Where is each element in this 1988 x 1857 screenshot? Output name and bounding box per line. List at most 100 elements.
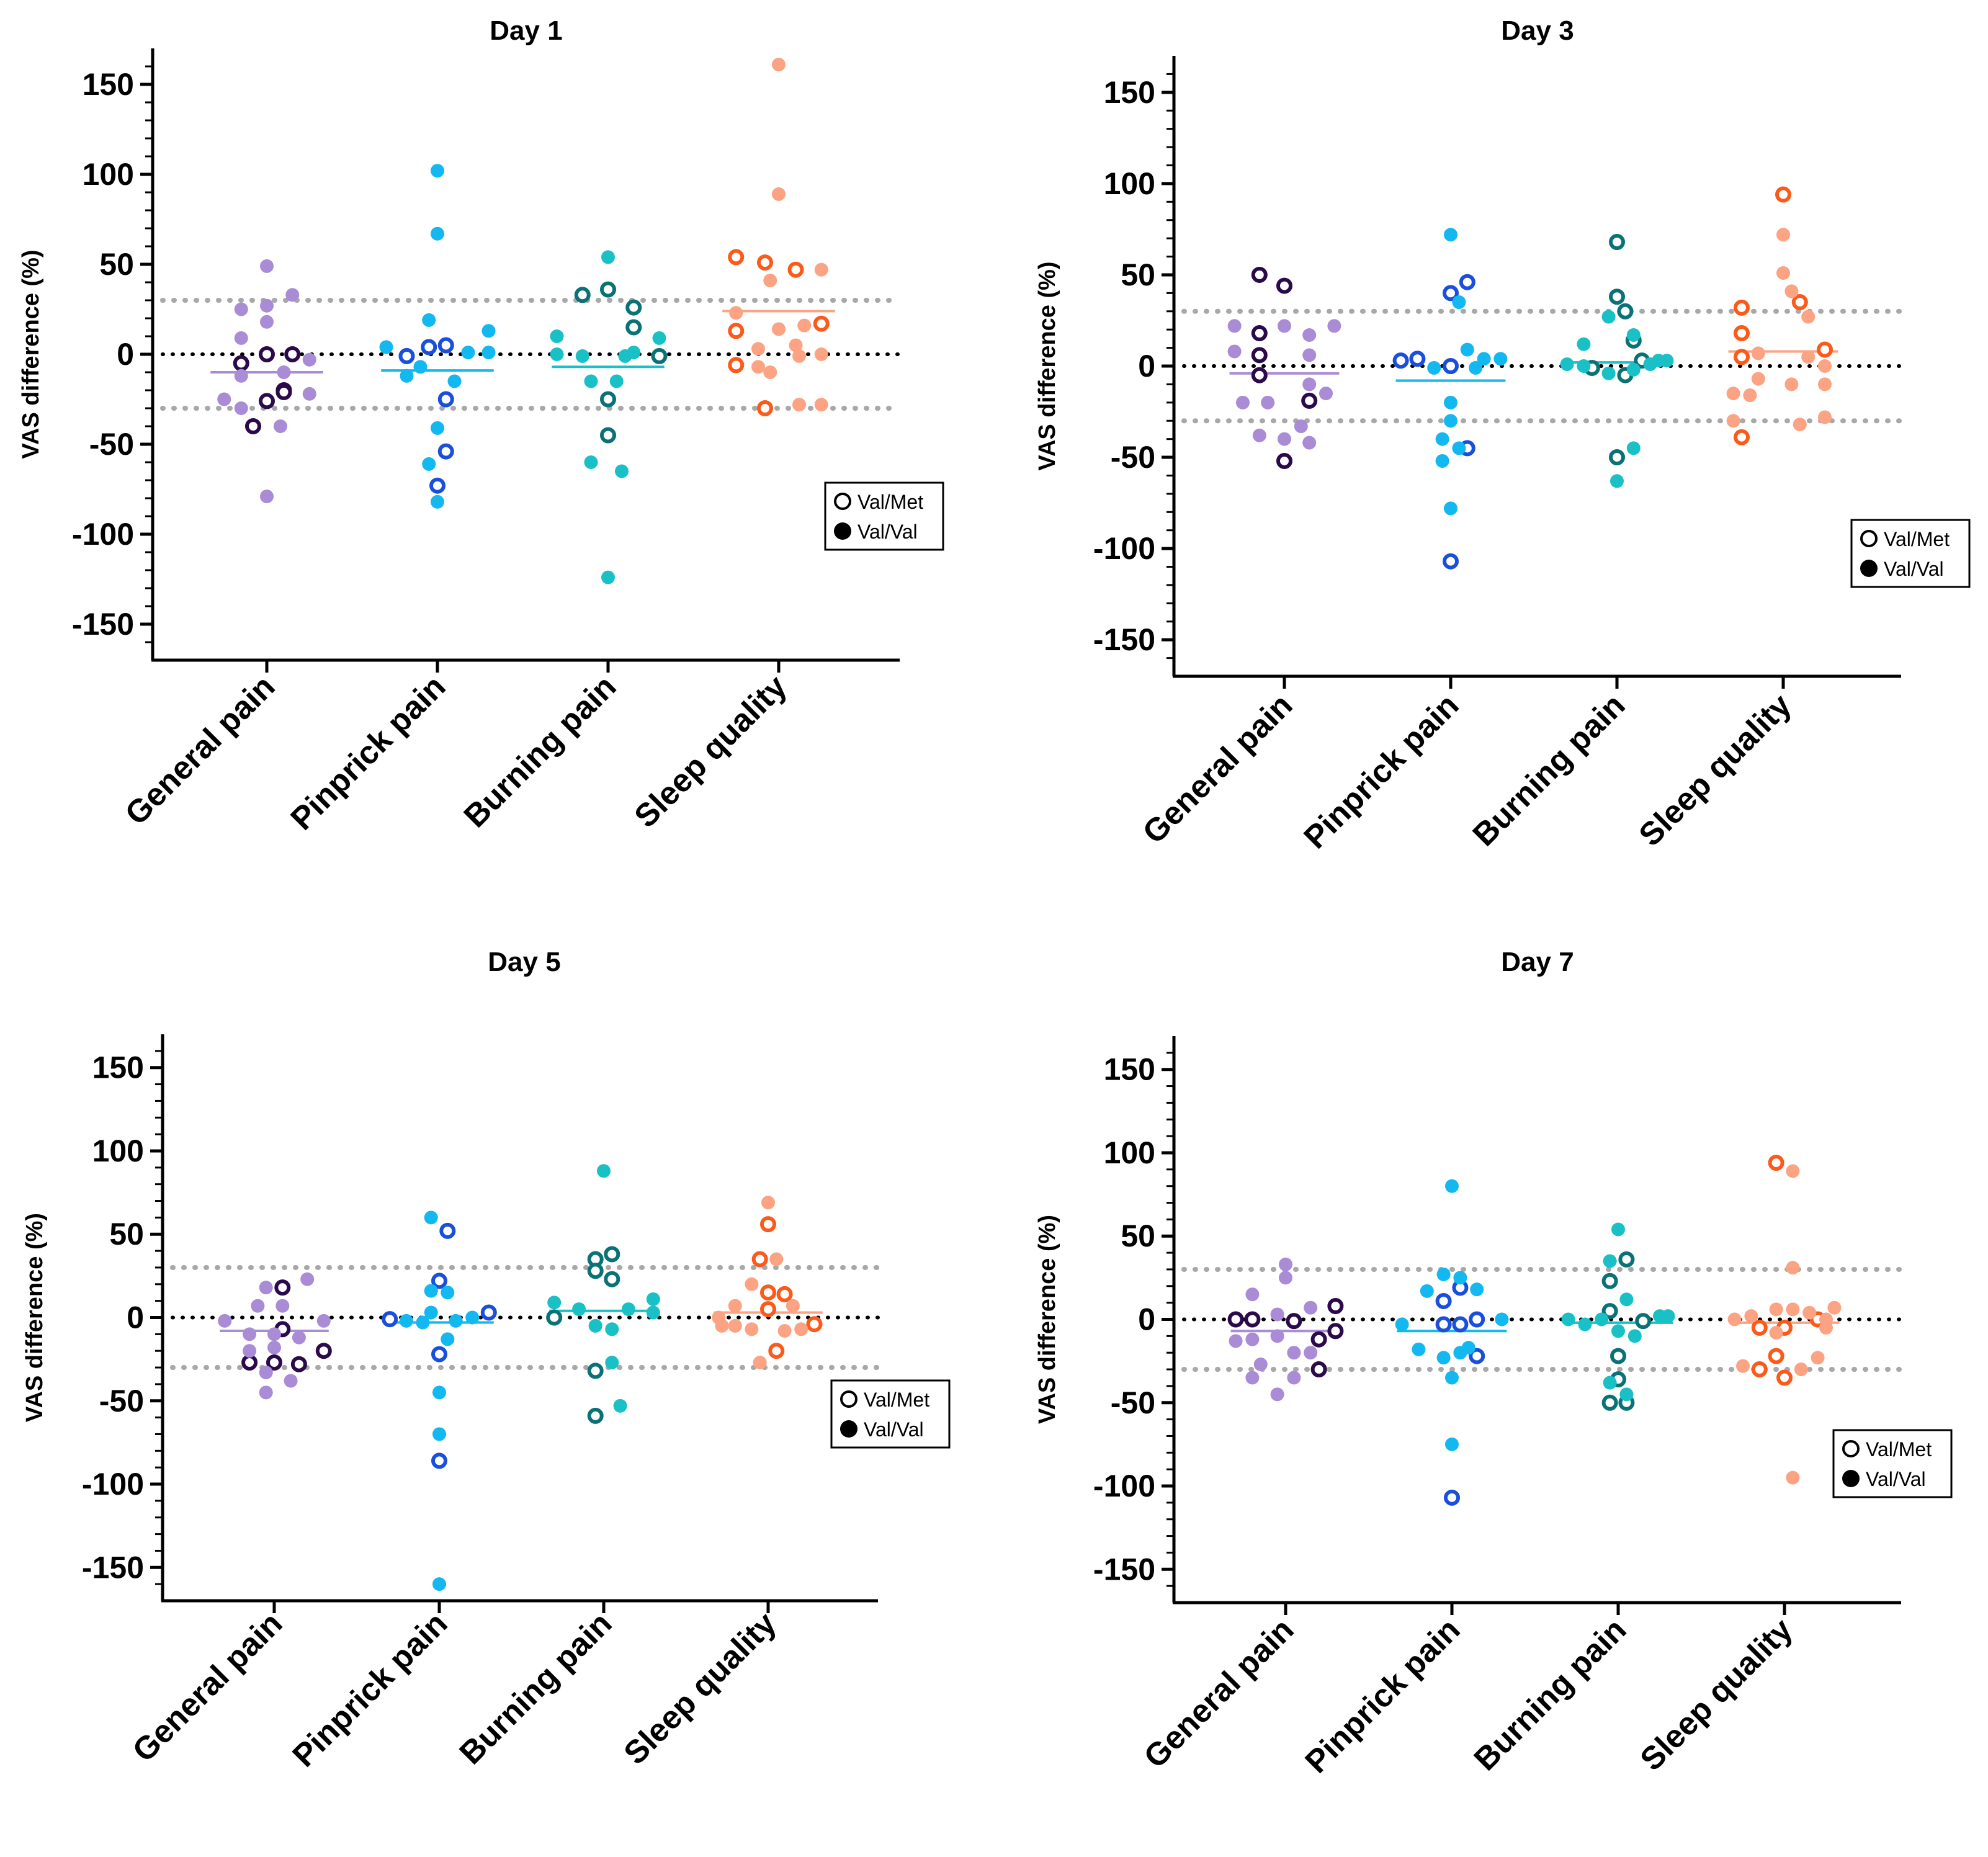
data-point-valval: [1578, 1317, 1592, 1331]
data-point-valmet: [1459, 274, 1475, 290]
data-point-valval: [584, 455, 598, 469]
data-point-valmet: [1276, 452, 1292, 469]
data-point-valval: [1302, 348, 1317, 362]
legend-open-marker: [840, 1390, 857, 1408]
legend-filled-label: Val/Val: [857, 521, 918, 543]
data-point-valval: [1420, 1284, 1434, 1298]
legend-filled-marker: [834, 522, 851, 540]
data-point-valval: [1603, 1254, 1617, 1268]
data-point-valmet: [315, 1343, 332, 1359]
x-category-label-pinprick-pain: Pinprick pain: [1297, 687, 1466, 856]
data-point-valval: [1278, 432, 1291, 446]
data-point-valval: [1726, 387, 1740, 401]
data-point-valmet: [587, 1407, 604, 1424]
data-point-valval: [763, 365, 777, 379]
data-point-valval: [772, 322, 786, 336]
data-point-valmet: [274, 1279, 291, 1296]
data-point-valval: [1493, 352, 1508, 366]
data-point-valval: [481, 346, 496, 360]
data-point-valval: [1611, 1324, 1625, 1338]
data-point-valval: [745, 1277, 759, 1291]
data-point-valval: [1577, 359, 1591, 373]
data-point-valval: [251, 1299, 265, 1313]
y-tick-label: 50: [1121, 257, 1155, 292]
data-point-valval: [302, 387, 316, 401]
data-point-valmet: [806, 1316, 823, 1333]
legend-filled-label: Val/Val: [1884, 558, 1944, 580]
data-point-valmet: [1751, 1361, 1768, 1378]
data-point-valval: [432, 1577, 446, 1591]
data-point-valval: [1460, 342, 1474, 357]
data-point-valmet: [1817, 341, 1833, 358]
data-point-valval: [300, 1272, 315, 1286]
data-point-valval: [431, 421, 444, 435]
legend: Val/Met Val/Val: [1832, 1429, 1953, 1498]
data-point-valval: [1444, 395, 1457, 409]
data-point-valmet: [604, 1271, 620, 1287]
y-tick-label: -100: [1093, 531, 1155, 566]
data-point-valval: [1229, 1334, 1243, 1348]
data-point-valmet: [1227, 1311, 1244, 1328]
data-point-valval: [1661, 1309, 1675, 1323]
data-point-valval: [1619, 1292, 1634, 1307]
data-point-valmet: [429, 477, 446, 494]
data-point-valval: [751, 342, 765, 356]
data-point-valval: [1727, 1312, 1742, 1327]
data-point-valval: [1811, 1351, 1825, 1365]
data-point-valval: [1435, 454, 1449, 468]
data-point-valval: [751, 360, 765, 374]
data-point-valval: [772, 58, 786, 72]
y-axis-label: VAS difference (%): [1034, 1215, 1060, 1424]
data-point-valval: [1818, 359, 1832, 373]
data-point-valval: [814, 398, 828, 412]
data-point-valval: [441, 1286, 455, 1300]
data-point-valval: [1601, 366, 1616, 380]
data-point-valval: [1278, 319, 1291, 333]
y-tick-label: -50: [89, 427, 134, 462]
x-category-label-general-pain: General pain: [1136, 687, 1300, 851]
data-point-valval: [1610, 474, 1624, 488]
data-point-valval: [431, 226, 444, 241]
data-point-valmet: [1301, 392, 1318, 409]
data-point-valmet: [728, 357, 745, 374]
data-point-valmet: [437, 443, 454, 460]
data-point-valval: [1577, 337, 1591, 351]
data-point-valval: [217, 392, 231, 406]
legend-open-label: Val/Met: [864, 1389, 929, 1411]
data-point-valmet: [1327, 1298, 1344, 1315]
data-point-valval: [728, 1318, 742, 1333]
data-point-valval: [416, 1315, 430, 1330]
data-point-valval: [646, 1292, 660, 1306]
data-point-valval: [1279, 1257, 1292, 1271]
data-point-valval: [1769, 1302, 1783, 1317]
data-point-valval: [461, 346, 475, 360]
data-point-valmet: [259, 346, 275, 362]
data-point-valmet: [1775, 186, 1791, 203]
data-point-valmet: [760, 1216, 776, 1233]
data-point-valmet: [1444, 1489, 1460, 1506]
data-point-valval: [1452, 441, 1466, 455]
data-point-valval: [431, 164, 444, 178]
legend-filled-marker: [1842, 1470, 1860, 1487]
legend-filled-marker: [840, 1420, 857, 1438]
data-point-valmet: [284, 346, 301, 362]
data-point-valval: [1560, 357, 1574, 372]
data-point-valmet: [760, 1284, 776, 1301]
data-point-valval: [1784, 377, 1799, 392]
data-point-valmet: [1601, 1273, 1618, 1289]
data-point-valval: [285, 288, 300, 302]
x-category-label-burning-pain: Burning pain: [1467, 1611, 1634, 1778]
data-point-valval: [652, 331, 666, 345]
data-point-valmet: [728, 323, 745, 339]
data-point-valmet: [290, 1356, 307, 1372]
data-point-valval: [772, 187, 786, 201]
data-point-valmet: [431, 1346, 447, 1363]
panel-title: Day 7: [1501, 947, 1574, 977]
data-point-valval: [1736, 1359, 1750, 1373]
data-point-valval: [449, 1313, 463, 1328]
data-point-valval: [260, 490, 274, 504]
y-tick-label: -100: [1093, 1469, 1155, 1503]
data-point-valmet: [1251, 347, 1268, 364]
data-point-valval: [1319, 387, 1333, 401]
data-point-valval: [601, 570, 615, 584]
